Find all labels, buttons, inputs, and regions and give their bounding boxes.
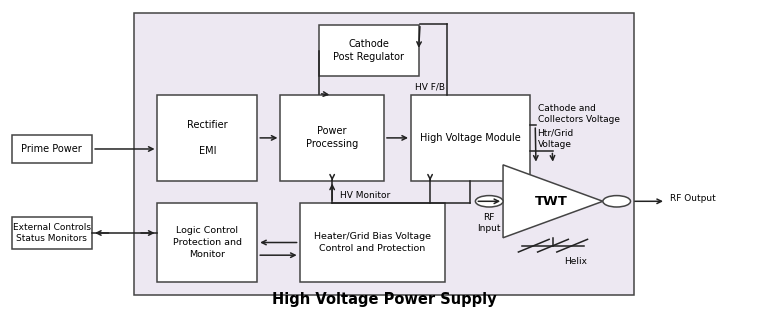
Bar xyxy=(319,25,419,76)
Text: Logic Control
Protection and
Monitor: Logic Control Protection and Monitor xyxy=(173,226,242,259)
Text: RF Output: RF Output xyxy=(670,194,716,203)
Text: Cathode and
Collectors Voltage: Cathode and Collectors Voltage xyxy=(538,104,620,124)
Text: High Voltage Module: High Voltage Module xyxy=(420,133,521,143)
Text: HV F/B: HV F/B xyxy=(415,83,445,92)
Text: Cathode
Post Regulator: Cathode Post Regulator xyxy=(333,39,404,62)
Text: Htr/Grid
Voltage: Htr/Grid Voltage xyxy=(538,129,574,149)
Text: External Controls
Status Monitors: External Controls Status Monitors xyxy=(13,223,91,243)
Text: TWT: TWT xyxy=(535,195,568,208)
Text: Power
Processing: Power Processing xyxy=(306,126,359,150)
Bar xyxy=(12,135,92,163)
Text: Rectifier

EMI: Rectifier EMI xyxy=(187,120,227,156)
Polygon shape xyxy=(503,165,603,238)
Circle shape xyxy=(475,196,503,207)
Bar xyxy=(12,217,92,249)
Text: Prime Power: Prime Power xyxy=(22,144,82,154)
Text: HV Monitor: HV Monitor xyxy=(339,191,390,200)
Circle shape xyxy=(603,196,631,207)
Bar xyxy=(300,203,445,282)
Bar xyxy=(280,95,384,181)
Bar xyxy=(411,95,530,181)
Text: Heater/Grid Bias Voltage
Control and Protection: Heater/Grid Bias Voltage Control and Pro… xyxy=(314,232,431,253)
Text: High Voltage Power Supply: High Voltage Power Supply xyxy=(272,293,496,307)
Bar xyxy=(157,95,257,181)
Bar xyxy=(134,13,634,295)
Text: Helix: Helix xyxy=(564,257,588,266)
Bar xyxy=(157,203,257,282)
Text: RF
Input: RF Input xyxy=(478,213,501,233)
